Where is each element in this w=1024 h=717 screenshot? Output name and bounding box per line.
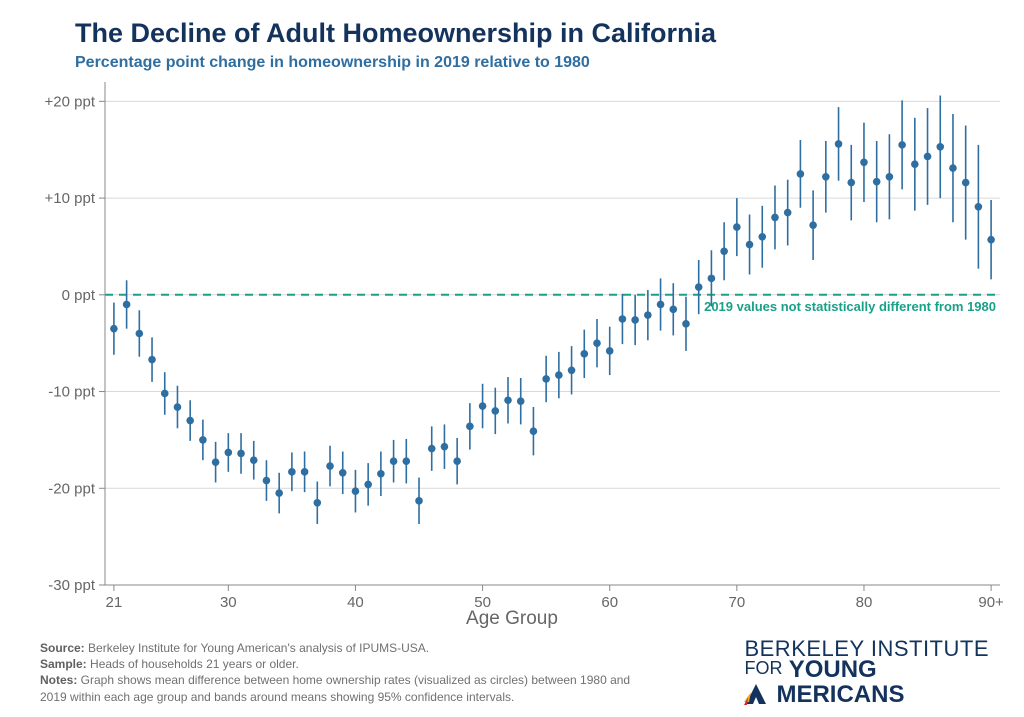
data-point (542, 375, 550, 383)
data-point (288, 468, 296, 476)
data-point (746, 241, 754, 249)
data-point (657, 301, 665, 309)
data-point (924, 153, 932, 161)
data-point (695, 283, 703, 291)
data-point (364, 481, 372, 489)
data-point (136, 330, 144, 338)
data-point (822, 173, 830, 181)
ytick-label: +10 ppt (45, 190, 96, 207)
ytick-label: -30 ppt (48, 577, 96, 594)
data-point (898, 141, 906, 149)
data-point (568, 366, 576, 374)
ytick-label: +20 ppt (45, 93, 96, 110)
data-point (987, 236, 995, 244)
data-point (428, 445, 436, 453)
data-point (886, 173, 894, 181)
data-point (275, 489, 283, 497)
data-point (771, 214, 779, 222)
note-source: Source: Berkeley Institute for Young Ame… (40, 640, 660, 656)
data-point (314, 499, 322, 507)
data-point (580, 350, 588, 358)
data-point (123, 301, 131, 309)
data-point (911, 160, 919, 168)
data-point (402, 457, 410, 465)
data-point (466, 423, 474, 431)
data-point (631, 316, 639, 324)
data-point (390, 457, 398, 465)
errorbar-chart: 2130405060708090+ -30 ppt-20 ppt-10 ppt0… (0, 80, 1024, 610)
data-point (199, 436, 207, 444)
figure-root: { "title": "The Decline of Adult Homeown… (0, 0, 1024, 717)
data-point (301, 468, 309, 476)
data-point (708, 275, 716, 283)
ytick-label: -20 ppt (48, 480, 96, 497)
note-notes: Notes: Graph shows mean difference betwe… (40, 672, 660, 704)
data-point (860, 158, 868, 166)
data-point (975, 203, 983, 211)
data-point (758, 233, 766, 241)
footnotes: Source: Berkeley Institute for Young Ame… (40, 640, 660, 705)
data-point (720, 247, 728, 255)
data-point (733, 223, 741, 231)
data-point (949, 164, 957, 172)
data-point (936, 143, 944, 151)
data-point (606, 347, 614, 355)
zero-annotation: 2019 values not statistically different … (704, 299, 996, 314)
chart-title: The Decline of Adult Homeownership in Ca… (75, 18, 716, 49)
data-point (555, 371, 563, 379)
data-point (237, 450, 245, 458)
ytick-label: -10 ppt (48, 384, 96, 401)
data-point (682, 320, 690, 328)
data-point (352, 487, 360, 495)
data-point (644, 311, 652, 319)
logo-a-glyph-icon (744, 682, 774, 706)
ytick-label: 0 ppt (62, 287, 96, 304)
berkeley-logo: BERKELEY INSTITUTE FOR YOUNG MERICANS (744, 639, 989, 707)
data-point (962, 179, 970, 187)
data-point (339, 469, 347, 477)
data-point (250, 456, 258, 464)
data-point (784, 209, 792, 217)
data-point (186, 417, 194, 425)
x-axis-label: Age Group (0, 608, 1024, 630)
data-point (530, 427, 538, 435)
data-point (619, 315, 627, 323)
data-point (835, 140, 843, 148)
data-point (453, 457, 461, 465)
data-point (669, 306, 677, 314)
data-point (847, 179, 855, 187)
data-point (110, 325, 118, 333)
data-point (491, 407, 499, 415)
data-point (225, 449, 233, 457)
data-point (212, 458, 220, 466)
logo-line2: FOR YOUNG (744, 659, 989, 682)
data-point (415, 497, 423, 505)
data-point (504, 396, 512, 404)
data-point (479, 402, 487, 410)
data-point (174, 403, 182, 411)
data-point (517, 397, 525, 405)
data-point (441, 443, 449, 451)
data-point (873, 178, 881, 186)
data-point (797, 170, 805, 178)
logo-line3: MERICANS (744, 682, 989, 707)
note-sample: Sample: Heads of households 21 years or … (40, 656, 660, 672)
data-point (326, 462, 334, 470)
data-point (148, 356, 156, 364)
data-point (593, 339, 601, 347)
data-point (161, 390, 169, 398)
data-point (809, 221, 817, 229)
chart-subtitle: Percentage point change in homeownership… (75, 54, 590, 72)
data-point (263, 477, 271, 485)
data-point (377, 470, 385, 478)
